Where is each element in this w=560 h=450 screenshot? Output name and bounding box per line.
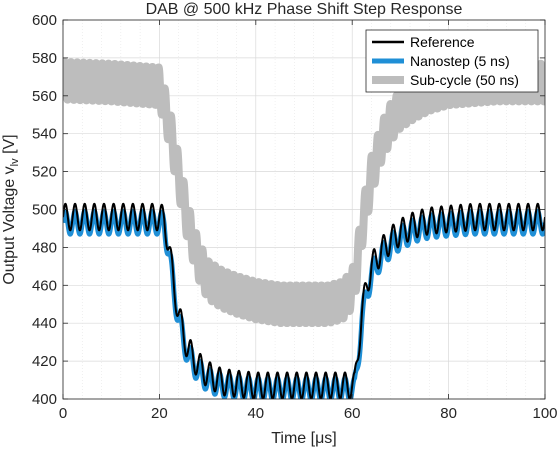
ticks: 0 20 40 60 80 100 400 420 440 460 480 500 520 540 560 5… <box>32 12 558 422</box>
y-axis-title-main: Output Voltage v <box>1 166 18 284</box>
chart-title: DAB @ 500 kHz Phase Shift Step Response <box>146 1 463 18</box>
x-tick-label: 40 <box>247 405 264 422</box>
y-axis-title-subscript: lv <box>9 158 21 166</box>
y-tick-label: 460 <box>32 277 57 294</box>
y-tick-label: 520 <box>32 164 57 181</box>
y-tick-label: 540 <box>32 126 57 143</box>
y-tick-label: 400 <box>32 391 57 408</box>
y-tick-label: 480 <box>32 239 57 256</box>
y-tick-label: 440 <box>32 315 57 332</box>
series-line-0 <box>63 202 545 399</box>
x-tick-label: 0 <box>59 405 67 422</box>
x-tick-label: 60 <box>344 405 361 422</box>
y-tick-label: 420 <box>32 353 57 370</box>
x-tick-label: 100 <box>532 405 557 422</box>
y-tick-label: 580 <box>32 50 57 67</box>
legend: Reference Nanostep (5 ns) Sub-cycle (50 ns… <box>365 29 539 93</box>
y-axis-title: Output Voltage vlv [V] <box>1 134 21 284</box>
y-tick-label: 500 <box>32 202 57 219</box>
legend-label-0: Reference <box>410 34 475 50</box>
x-axis-title: Time [μs] <box>271 430 337 447</box>
x-tick-label: 80 <box>440 405 457 422</box>
legend-label-1: Nanostep (5 ns) <box>410 53 510 69</box>
y-tick-label: 600 <box>32 12 57 29</box>
legend-label-2: Sub-cycle (50 ns) <box>410 72 519 88</box>
x-tick-label: 20 <box>151 405 168 422</box>
y-axis-title-unit: [V] <box>1 134 18 158</box>
y-tick-label: 560 <box>32 88 57 105</box>
